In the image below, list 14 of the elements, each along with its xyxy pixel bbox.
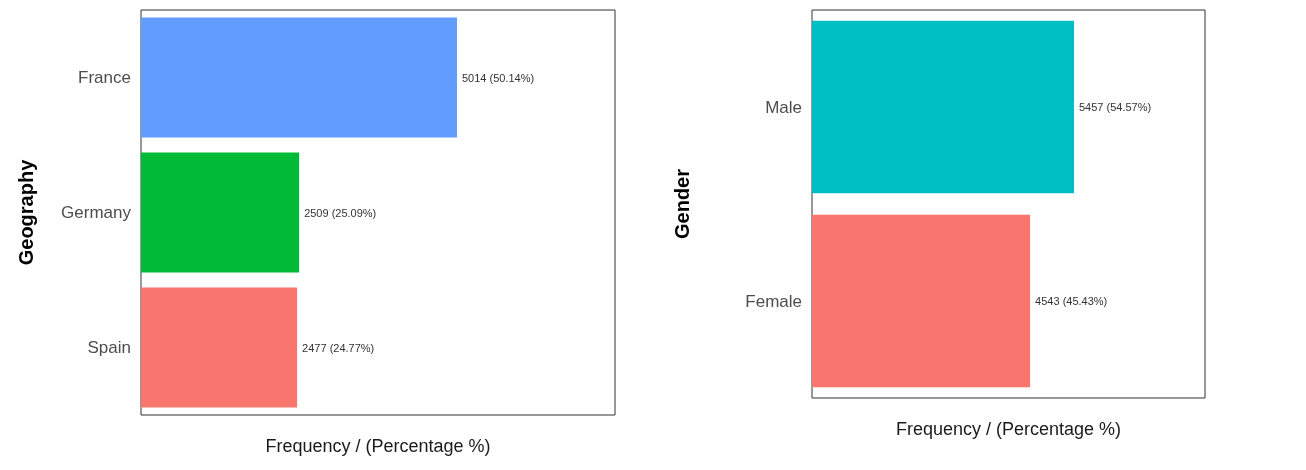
data-label: 4543 (45.43%) bbox=[1035, 295, 1108, 307]
x-axis-title: Frequency / (Percentage %) bbox=[265, 436, 491, 456]
data-label: 2509 (25.09%) bbox=[304, 206, 377, 219]
y-tick-label: France bbox=[78, 68, 131, 87]
data-label: 5014 (50.14%) bbox=[462, 71, 535, 84]
y-axis-title: Geography bbox=[15, 158, 37, 266]
y-tick-label: Female bbox=[745, 291, 802, 311]
data-label: 5457 (54.57%) bbox=[1079, 101, 1152, 113]
y-tick-label: Spain bbox=[87, 338, 131, 357]
y-tick-label: Germany bbox=[61, 203, 132, 222]
data-label: 2477 (24.77%) bbox=[302, 341, 375, 354]
x-axis-title: Frequency / (Percentage %) bbox=[895, 419, 1122, 439]
y-axis-title: Gender bbox=[671, 168, 693, 240]
y-tick-label: Male bbox=[765, 97, 802, 117]
